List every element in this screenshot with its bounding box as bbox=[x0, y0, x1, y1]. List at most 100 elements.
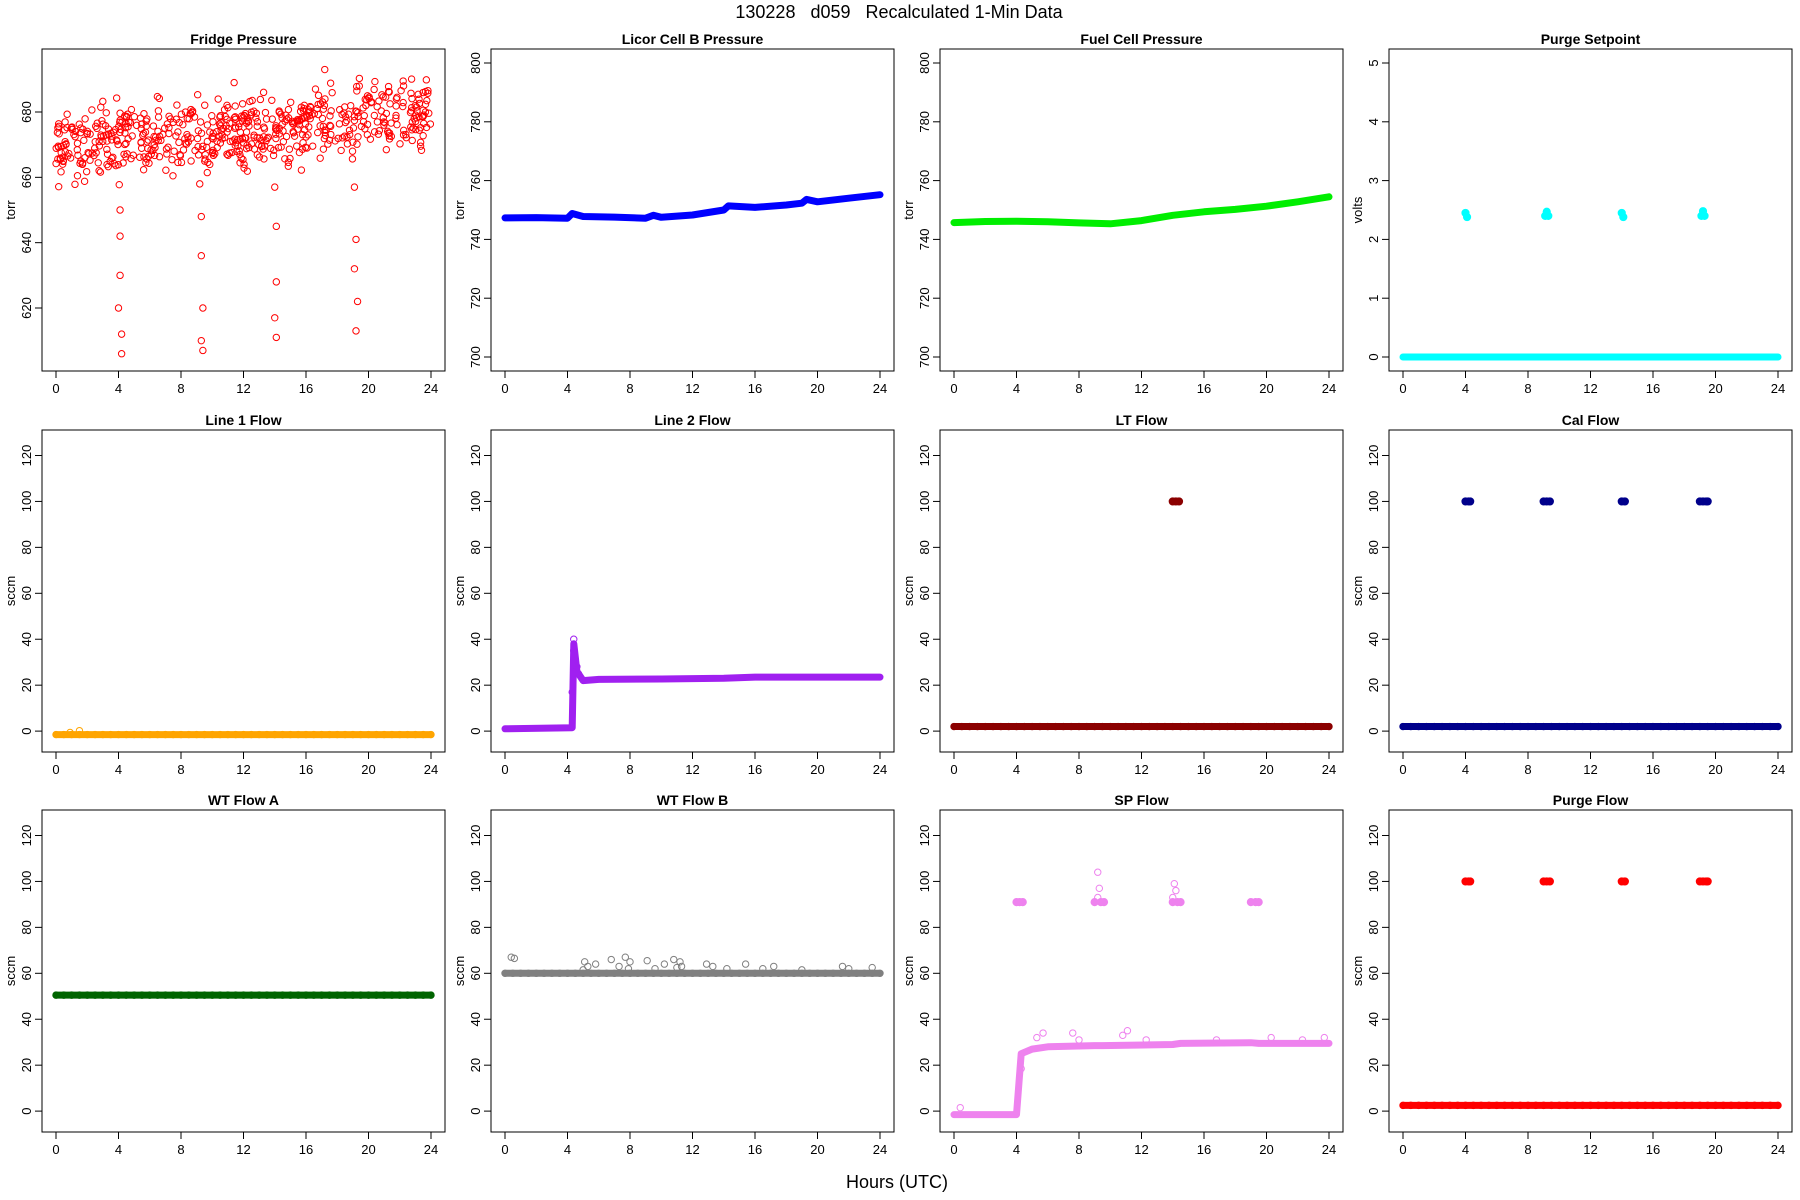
data-point bbox=[1223, 722, 1232, 731]
data-point bbox=[579, 969, 587, 977]
data-point bbox=[112, 136, 121, 144]
x-tick-label: 0 bbox=[950, 1142, 957, 1157]
series-line-1-flow bbox=[52, 726, 435, 739]
y-tick-label: 0 bbox=[1366, 1107, 1381, 1114]
y-tick-label: 40 bbox=[917, 1012, 932, 1026]
data-point bbox=[563, 969, 572, 977]
data-point bbox=[1422, 722, 1431, 731]
y-tick-label: 3 bbox=[1366, 177, 1381, 184]
data-point bbox=[201, 101, 209, 109]
data-point bbox=[1438, 722, 1446, 731]
data-point bbox=[393, 93, 401, 102]
data-point bbox=[1247, 722, 1255, 731]
data-point bbox=[422, 123, 431, 132]
data-point bbox=[1532, 722, 1540, 731]
x-tick-label: 12 bbox=[236, 381, 250, 396]
data-point bbox=[618, 969, 626, 977]
y-tick-label: 0 bbox=[1366, 727, 1381, 734]
data-point bbox=[770, 962, 778, 971]
data-point bbox=[93, 119, 101, 127]
data-point bbox=[290, 132, 299, 140]
x-tick-label: 16 bbox=[748, 381, 762, 396]
data-point bbox=[1594, 1101, 1603, 1110]
data-point bbox=[1524, 722, 1532, 731]
data-point bbox=[425, 109, 433, 117]
data-point bbox=[1446, 722, 1454, 731]
data-point bbox=[723, 965, 731, 973]
data-point bbox=[1267, 1033, 1275, 1042]
data-point bbox=[161, 991, 170, 999]
x-tick-label: 4 bbox=[115, 1142, 122, 1157]
data-point bbox=[231, 115, 240, 124]
data-point bbox=[571, 969, 580, 977]
x-tick-label: 0 bbox=[950, 762, 957, 777]
y-tick-label: 620 bbox=[19, 297, 34, 319]
data-point bbox=[1298, 1036, 1307, 1044]
data-point bbox=[396, 140, 404, 148]
data-point bbox=[143, 155, 151, 163]
data-point bbox=[231, 991, 240, 999]
data-point bbox=[1750, 722, 1759, 731]
data-point bbox=[337, 146, 345, 155]
data-point bbox=[1114, 722, 1122, 731]
x-tick-label: 12 bbox=[685, 762, 699, 777]
data-point bbox=[244, 118, 252, 126]
y-tick-label: 800 bbox=[468, 52, 483, 74]
data-point bbox=[201, 157, 209, 165]
data-point bbox=[349, 991, 357, 999]
data-point bbox=[240, 164, 248, 172]
data-point bbox=[1539, 722, 1548, 731]
data-point bbox=[203, 137, 212, 146]
data-point bbox=[96, 168, 105, 176]
data-point bbox=[95, 167, 103, 175]
data-point bbox=[349, 730, 357, 739]
data-point bbox=[1602, 1101, 1610, 1110]
data-point bbox=[136, 153, 144, 161]
data-point bbox=[200, 991, 209, 999]
data-point bbox=[741, 960, 750, 968]
data-point bbox=[1012, 722, 1021, 731]
data-point bbox=[419, 730, 427, 739]
data-point bbox=[85, 149, 93, 158]
data-point bbox=[1036, 722, 1044, 731]
data-point bbox=[660, 960, 669, 968]
data-point bbox=[1430, 722, 1438, 731]
data-point bbox=[372, 730, 381, 739]
data-point bbox=[209, 118, 217, 126]
data-point bbox=[1641, 1101, 1649, 1110]
data-point bbox=[272, 222, 281, 231]
data-point bbox=[219, 124, 228, 133]
x-tick-label: 8 bbox=[1524, 1142, 1531, 1157]
data-point bbox=[759, 965, 767, 973]
data-point bbox=[1075, 722, 1083, 731]
data-point bbox=[121, 112, 129, 120]
data-point bbox=[230, 78, 238, 87]
x-tick-label: 24 bbox=[424, 762, 438, 777]
series-fridge-pressure bbox=[52, 65, 435, 358]
data-point bbox=[199, 304, 207, 312]
data-point bbox=[328, 88, 336, 97]
data-point bbox=[216, 991, 224, 999]
data-point bbox=[1625, 722, 1634, 731]
plot-frame-licor-cell-b-pressure bbox=[490, 48, 895, 372]
data-point bbox=[116, 206, 124, 214]
data-point bbox=[1095, 884, 1104, 893]
data-point bbox=[1320, 1033, 1329, 1042]
data-point bbox=[74, 151, 82, 159]
x-tick-label: 12 bbox=[1134, 762, 1148, 777]
data-point bbox=[1174, 497, 1184, 506]
series-purge-setpoint bbox=[1399, 207, 1782, 361]
data-point bbox=[80, 177, 89, 186]
data-point bbox=[702, 960, 711, 968]
data-point bbox=[83, 730, 91, 739]
y-tick-label: 60 bbox=[1366, 966, 1381, 980]
y-axis-label: sccm bbox=[1350, 956, 1365, 986]
data-point bbox=[209, 129, 217, 137]
data-point bbox=[1711, 722, 1720, 731]
y-tick-label: 40 bbox=[468, 1012, 483, 1026]
data-point bbox=[1545, 497, 1554, 506]
data-point bbox=[52, 730, 60, 739]
data-point bbox=[116, 271, 124, 280]
data-point bbox=[1696, 1101, 1704, 1110]
data-point bbox=[350, 116, 359, 125]
